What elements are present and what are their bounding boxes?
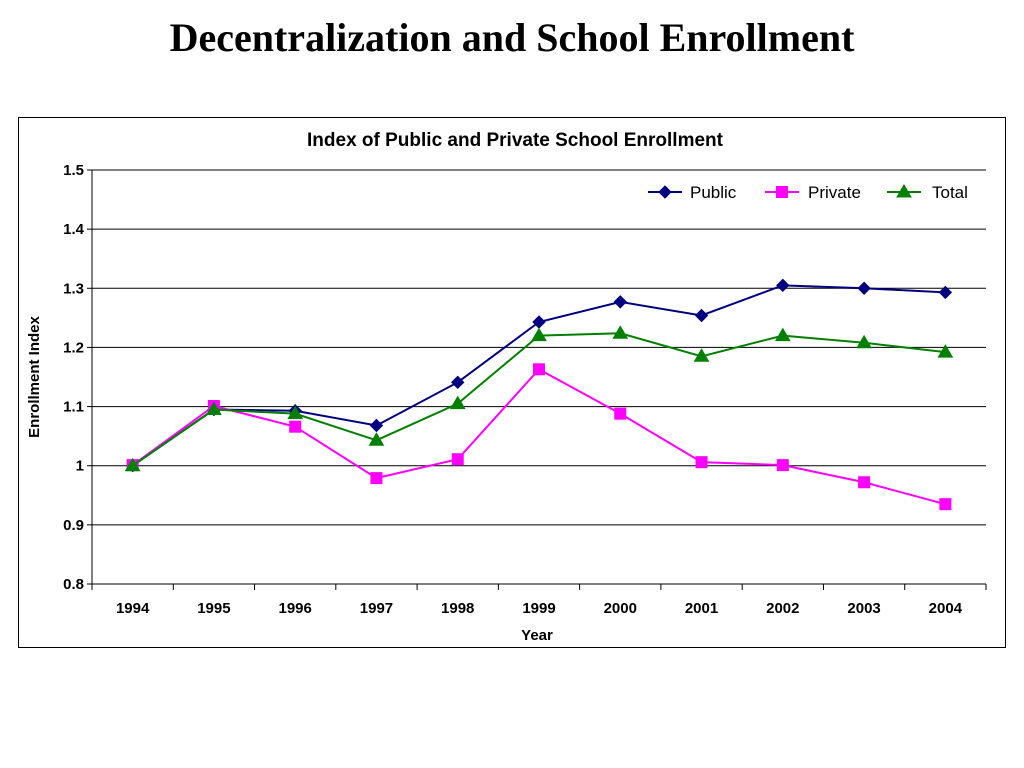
data-point-private bbox=[776, 459, 789, 472]
data-point-total bbox=[531, 327, 547, 342]
data-point-total bbox=[124, 457, 141, 472]
series-public bbox=[125, 278, 953, 473]
data-point-public bbox=[776, 278, 790, 293]
legend-item-private: Private bbox=[765, 183, 861, 202]
data-point-private bbox=[533, 363, 545, 376]
data-point-total bbox=[368, 432, 385, 446]
data-point-private bbox=[858, 476, 871, 489]
legend-item-public: Public bbox=[648, 183, 737, 202]
data-point-public bbox=[613, 295, 627, 309]
y-tick-label: 1.1 bbox=[63, 399, 84, 416]
data-point-public bbox=[857, 281, 871, 295]
line-chart: Index of Public and Private School Enrol… bbox=[26, 130, 987, 644]
x-tick-label: 2002 bbox=[766, 600, 799, 617]
series-line-public bbox=[132, 284, 946, 467]
x-tick-label: 1999 bbox=[522, 600, 555, 617]
legend-marker-total bbox=[896, 184, 912, 198]
y-tick-label: 1.3 bbox=[63, 280, 84, 297]
data-point-private bbox=[289, 420, 302, 433]
data-point-total bbox=[937, 344, 954, 358]
data-point-total bbox=[206, 401, 222, 416]
y-tick-label: 1.2 bbox=[63, 339, 84, 356]
data-point-total bbox=[287, 405, 304, 420]
x-tick-label: 1998 bbox=[441, 600, 474, 617]
x-tick-label: 2000 bbox=[604, 600, 637, 617]
data-point-private bbox=[614, 407, 627, 420]
x-tick-label: 2004 bbox=[929, 600, 963, 617]
y-tick-label: 0.9 bbox=[63, 517, 84, 534]
data-point-total bbox=[856, 334, 872, 349]
series-line-private bbox=[132, 368, 946, 506]
data-point-public bbox=[694, 308, 709, 323]
legend-item-total: Total bbox=[887, 183, 968, 202]
y-axis-label: Enrollment Index bbox=[26, 316, 43, 438]
y-tick-label: 1.5 bbox=[63, 162, 84, 179]
x-tick-label: 1995 bbox=[197, 600, 230, 617]
data-point-total bbox=[612, 325, 629, 339]
data-point-public bbox=[938, 285, 953, 300]
legend: Public Private Total bbox=[648, 183, 968, 202]
data-point-private bbox=[695, 456, 708, 469]
x-tick-label: 1997 bbox=[360, 600, 393, 617]
data-point-private bbox=[370, 472, 383, 485]
series-line-total bbox=[132, 332, 946, 467]
legend-marker-private bbox=[776, 186, 788, 198]
x-tick-label: 1996 bbox=[278, 600, 311, 617]
data-point-public bbox=[451, 375, 465, 390]
axes: 0.8 0.9 1 1.1 1.2 1.3 1.4 1.5 1994 1995 1996 1997 19… bbox=[63, 162, 987, 617]
series-total bbox=[124, 325, 954, 472]
data-point-total bbox=[449, 395, 466, 410]
gridlines bbox=[92, 169, 986, 526]
chart-title: Index of Public and Private School Enrol… bbox=[307, 130, 724, 151]
data-point-private bbox=[939, 498, 952, 511]
data-point-private bbox=[451, 453, 464, 466]
legend-label-public: Public bbox=[690, 183, 737, 202]
data-point-total bbox=[774, 327, 791, 342]
legend-label-total: Total bbox=[932, 183, 968, 202]
y-tick-label: 1.4 bbox=[63, 221, 85, 238]
y-tick-label: 0.8 bbox=[63, 576, 84, 593]
x-tick-label: 2001 bbox=[685, 600, 718, 617]
chart-container: Index of Public and Private School Enrol… bbox=[18, 117, 1006, 648]
legend-label-private: Private bbox=[808, 183, 861, 202]
x-axis-label: Year bbox=[521, 627, 553, 644]
x-tick-label: 1994 bbox=[116, 600, 150, 617]
slide-title: Decentralization and School Enrollment bbox=[169, 15, 855, 60]
data-point-public bbox=[369, 418, 384, 433]
legend-marker-public bbox=[658, 185, 672, 199]
y-tick-label: 1 bbox=[76, 458, 84, 475]
series-private bbox=[126, 363, 952, 511]
series-group bbox=[124, 278, 954, 511]
x-tick-label: 2003 bbox=[847, 600, 880, 617]
data-point-total bbox=[693, 348, 710, 362]
